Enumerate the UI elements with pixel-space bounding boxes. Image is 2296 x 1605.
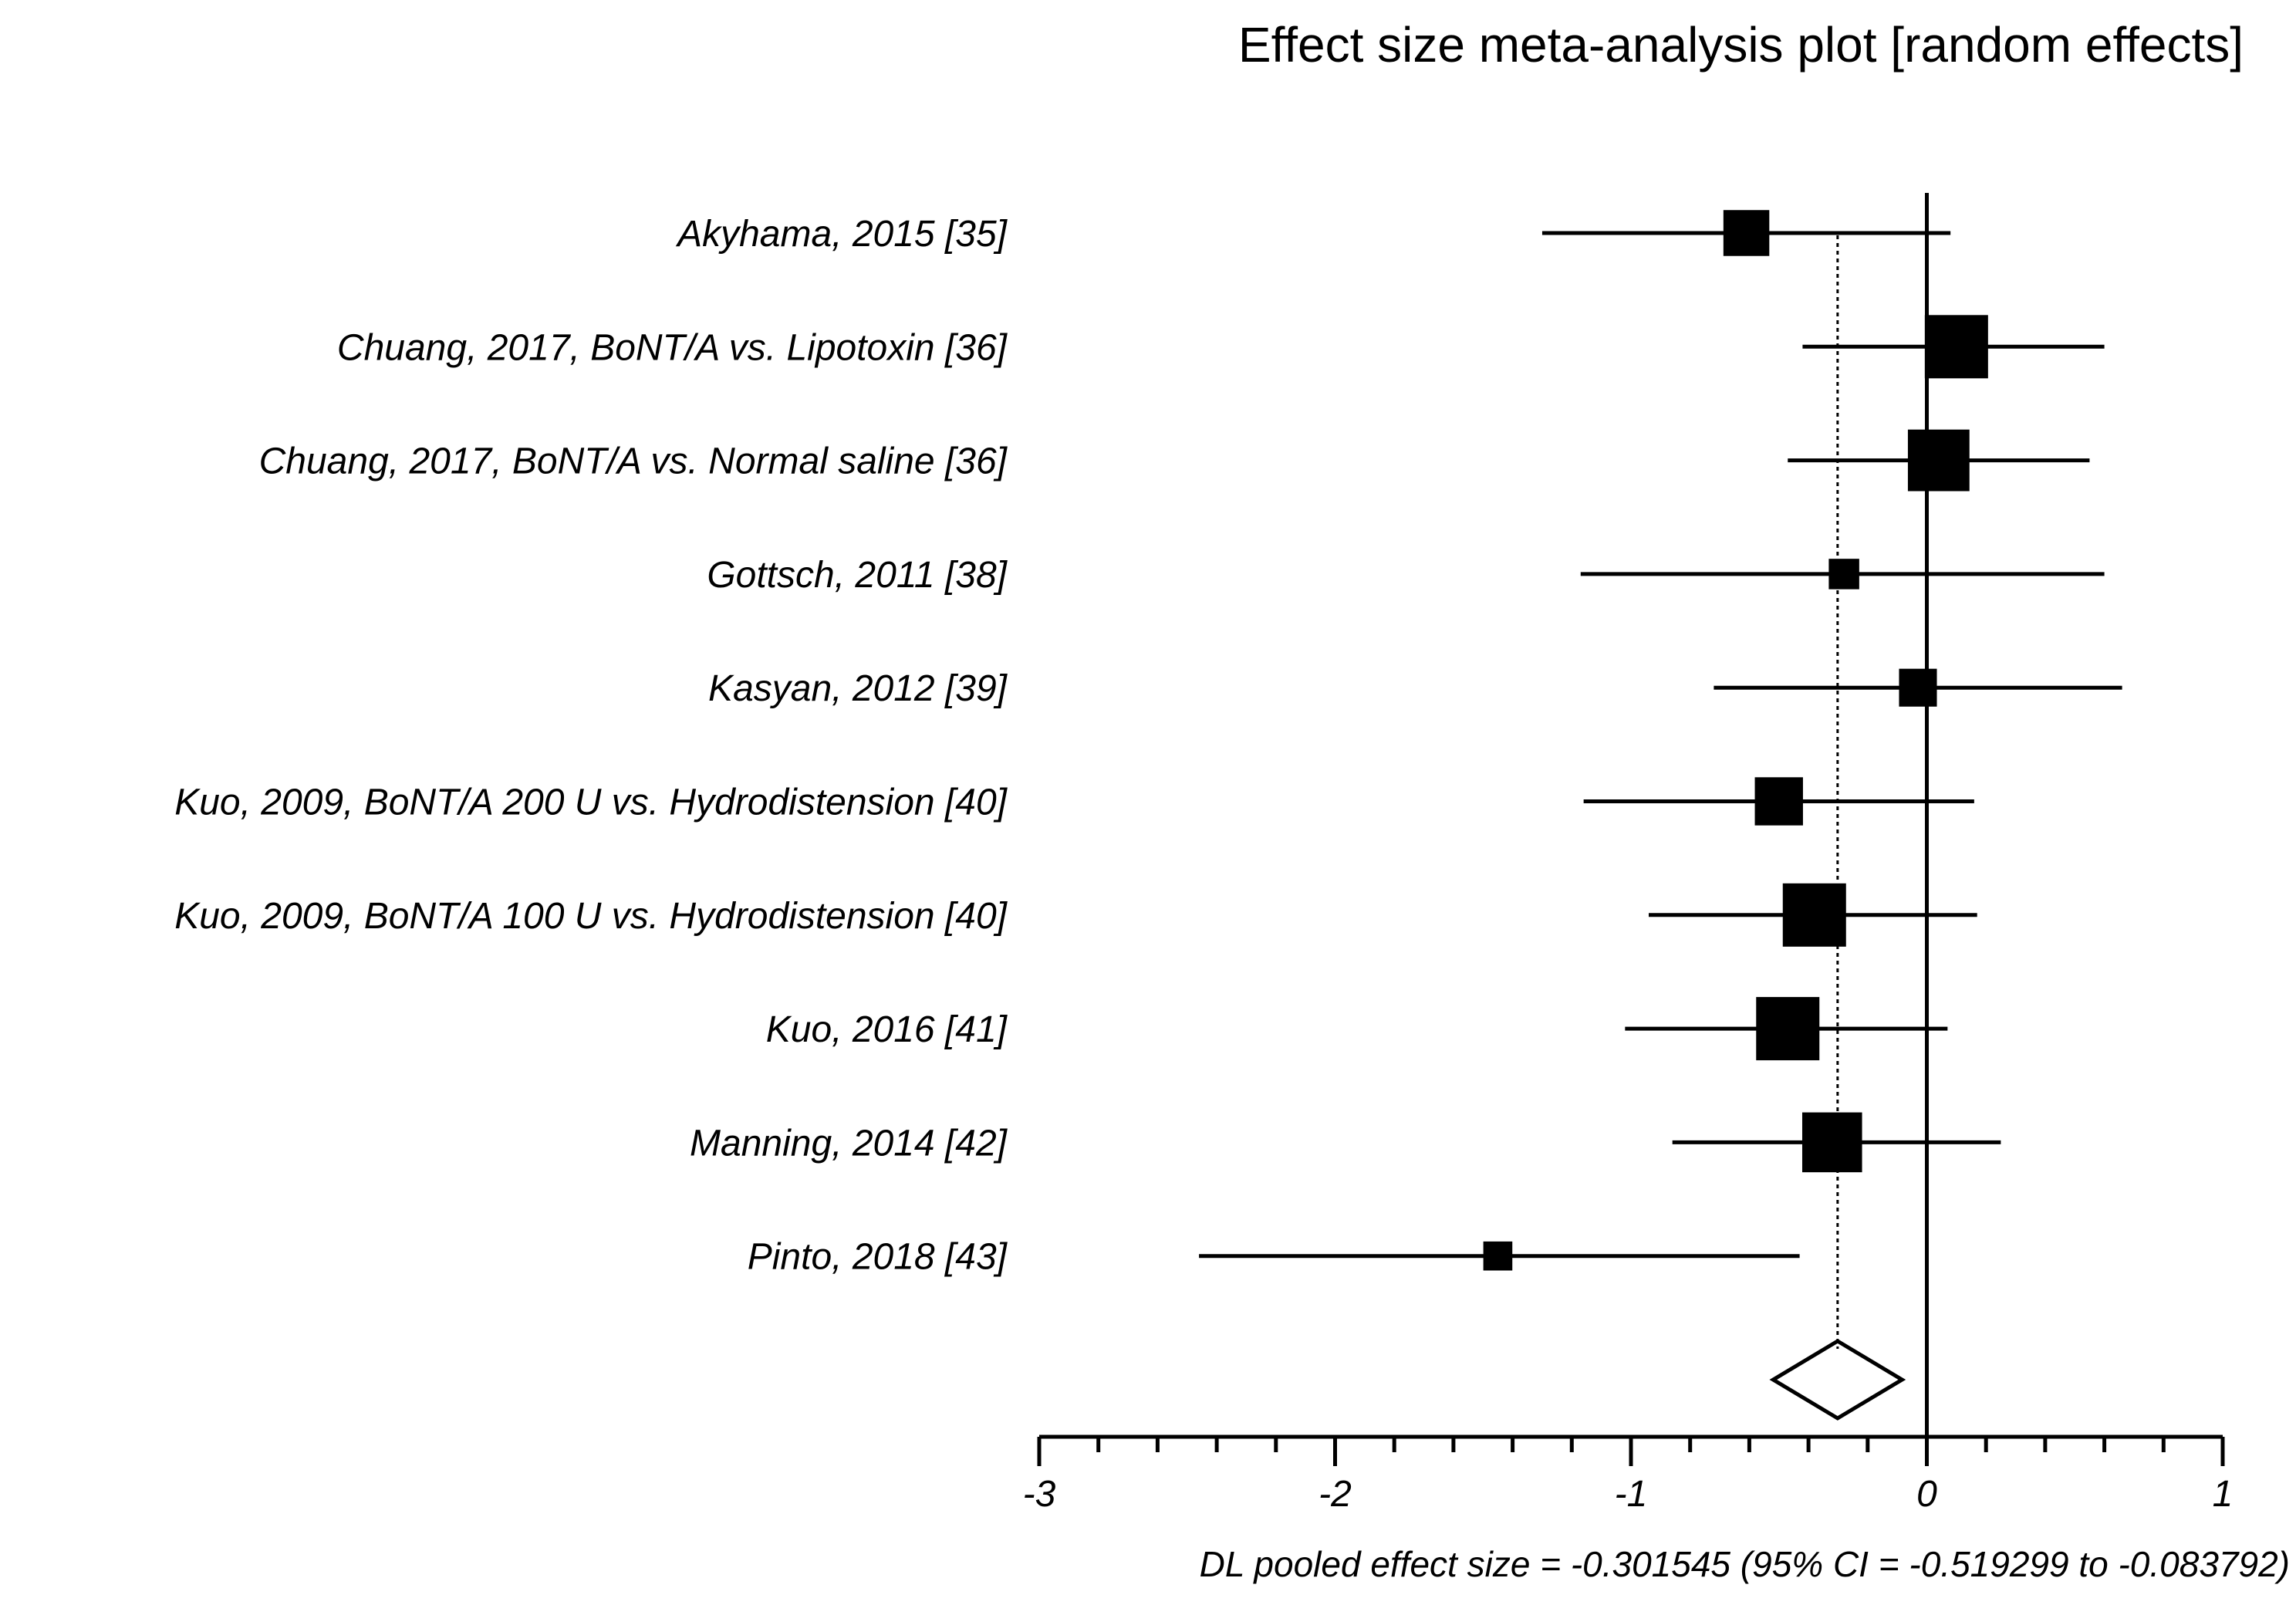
pooled-summary-text: DL pooled effect size = -0.301545 (95% C…	[1200, 1544, 2290, 1584]
study-label: Chuang, 2017, BoNT/A vs. Normal saline […	[259, 441, 1008, 482]
study-label: Manning, 2014 [42]	[690, 1123, 1008, 1164]
study-label: Gottsch, 2011 [38]	[707, 555, 1008, 596]
study-label: Kasyan, 2012 [39]	[708, 668, 1008, 709]
study-point-estimate	[1782, 883, 1846, 947]
study-point-estimate	[1899, 668, 1937, 707]
x-tick-label: -3	[1023, 1474, 1056, 1515]
study-rows: Akyhama, 2015 [35] Chuang, 2017, BoNT/A v…	[174, 210, 2122, 1278]
study-label: Akyhama, 2015 [35]	[675, 214, 1008, 255]
study-point-estimate	[1723, 210, 1770, 256]
study-point-estimate	[1828, 559, 1859, 590]
study-point-estimate	[1924, 315, 1988, 379]
study-label: Kuo, 2009, BoNT/A 200 U vs. Hydrodistens…	[174, 782, 1008, 823]
x-axis: -3 -2 -1 0 1	[1023, 193, 2234, 1515]
study-point-estimate	[1756, 997, 1820, 1061]
x-tick-label: -2	[1319, 1474, 1352, 1515]
x-tick-label: 1	[2213, 1474, 2234, 1515]
pooled-estimate	[1769, 1339, 1906, 1421]
study-point-estimate	[1754, 777, 1803, 826]
x-tick-label: -1	[1615, 1474, 1648, 1515]
study-label: Pinto, 2018 [43]	[748, 1237, 1008, 1278]
x-tick-label: 0	[1916, 1474, 1937, 1515]
study-label: Kuo, 2009, BoNT/A 100 U vs. Hydrodistens…	[174, 896, 1008, 937]
study-point-estimate	[1801, 1112, 1862, 1173]
study-label: Kuo, 2016 [41]	[766, 1009, 1008, 1050]
study-label: Chuang, 2017, BoNT/A vs. Lipotoxin [36]	[337, 327, 1008, 368]
pooled-diamond	[1769, 1339, 1906, 1421]
chart-title: Effect size meta-analysis plot [random e…	[1238, 17, 2244, 73]
study-point-estimate	[1907, 429, 1970, 492]
study-point-estimate	[1483, 1241, 1513, 1271]
